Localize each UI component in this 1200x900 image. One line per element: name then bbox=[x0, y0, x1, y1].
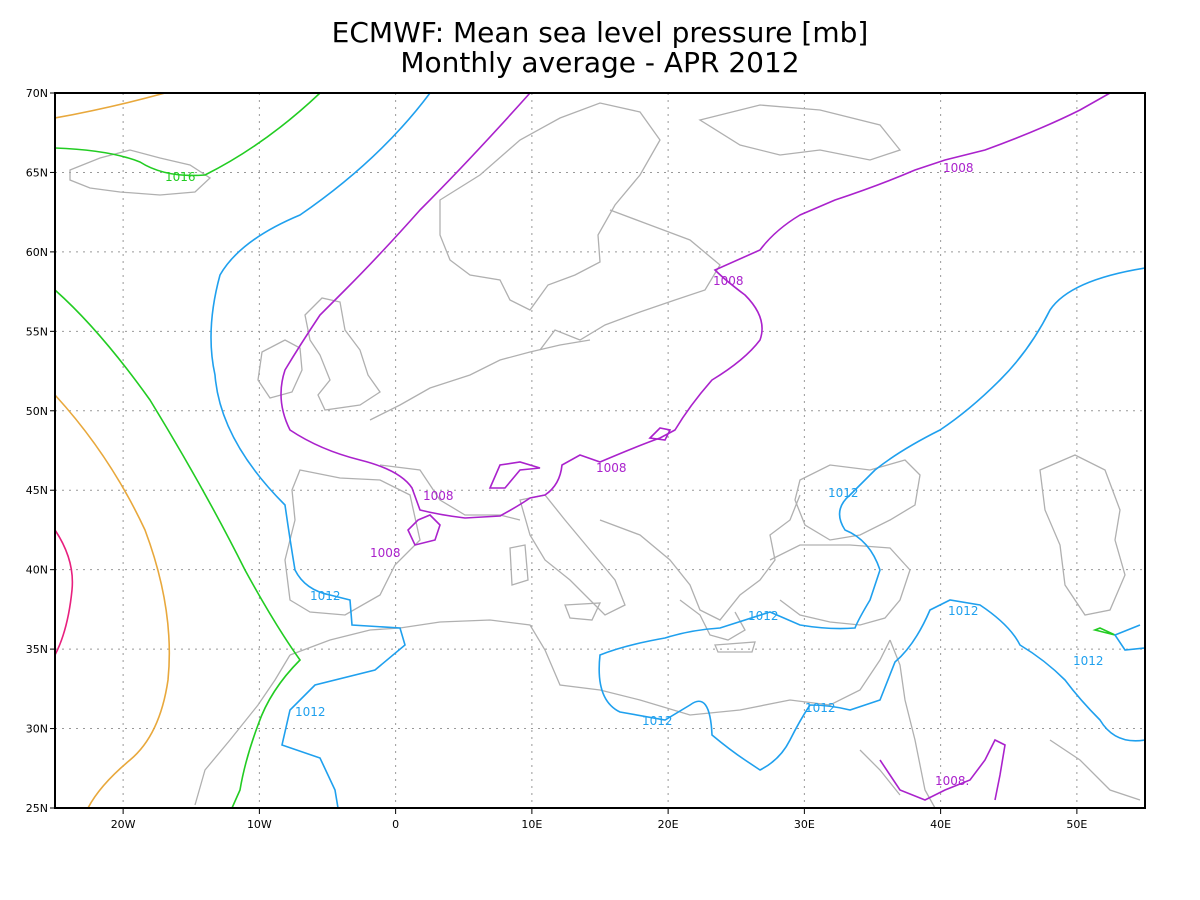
coastline-north-africa bbox=[289, 619, 891, 716]
lat-tick-label: 40N bbox=[26, 564, 48, 577]
contour-label: 1012 bbox=[310, 589, 341, 603]
lon-tick-label: 30E bbox=[794, 818, 815, 831]
isobar-1012 bbox=[210, 93, 1145, 808]
lon-tick-label: 40E bbox=[930, 818, 951, 831]
isobar-1020 bbox=[55, 93, 171, 808]
coastline-iceland bbox=[69, 149, 212, 196]
lat-tick-label: 60N bbox=[26, 246, 48, 259]
coastline-greece bbox=[679, 599, 746, 641]
isobar-1016 bbox=[55, 93, 1116, 808]
contour-label: 1008 bbox=[943, 161, 974, 175]
contour-label: 1008 bbox=[596, 461, 627, 475]
lon-tick-label: 20W bbox=[111, 818, 136, 831]
coastline-persian-gulf bbox=[1049, 739, 1141, 801]
coastline-balkans bbox=[599, 494, 801, 621]
contour-label: 1012 bbox=[828, 486, 859, 500]
coastline-sicily bbox=[564, 602, 602, 621]
lat-tick-label: 65N bbox=[26, 166, 48, 179]
contour-label: 1008 bbox=[370, 546, 401, 560]
coastline-italy bbox=[519, 494, 626, 616]
graticule bbox=[55, 93, 1145, 808]
lat-tick-label: 30N bbox=[26, 723, 48, 736]
coastline-great-britain bbox=[304, 297, 381, 411]
coastline-black-sea bbox=[794, 459, 921, 541]
lat-tick-label: 35N bbox=[26, 643, 48, 656]
lon-tick-label: 0 bbox=[392, 818, 399, 831]
contour-label: 1012 bbox=[948, 604, 979, 618]
contour-label: 1012 bbox=[1073, 654, 1104, 668]
contour-label: 1012 bbox=[295, 705, 326, 719]
map-frame bbox=[54, 92, 1146, 809]
isobar-1008 bbox=[280, 93, 1111, 801]
coastline-anatolia bbox=[769, 544, 911, 626]
lon-tick-label: 10E bbox=[521, 818, 542, 831]
lat-tick-label: 50N bbox=[26, 405, 48, 418]
coastline-kola bbox=[698, 104, 902, 161]
lat-tick-label: 25N bbox=[26, 802, 48, 815]
coastline-iberia bbox=[284, 469, 421, 616]
coastline-continent-north bbox=[369, 339, 591, 421]
coastline-scandinavia bbox=[439, 102, 661, 311]
map-subtitle: Monthly average - APR 2012 bbox=[400, 46, 800, 79]
contour-label: 1012 bbox=[642, 714, 673, 728]
contour-label: 1008 bbox=[423, 489, 454, 503]
lat-tick-label: 45N bbox=[26, 484, 48, 497]
map-title: ECMWF: Mean sea level pressure [mb] bbox=[331, 16, 869, 49]
lon-tick-label: 50E bbox=[1066, 818, 1087, 831]
coastline-crete bbox=[714, 641, 756, 653]
contour-labels: 1016 1008 1008 1008 1008 1008 1008. 1012… bbox=[165, 161, 1104, 788]
contour-label: 1012 bbox=[805, 701, 836, 715]
contour-label: 1016 bbox=[165, 170, 196, 184]
contour-label: 1008. bbox=[935, 774, 969, 788]
lon-tick-label: 10W bbox=[247, 818, 272, 831]
coastline-baltic bbox=[539, 209, 721, 351]
coastline-ireland bbox=[257, 339, 303, 399]
lat-tick-label: 70N bbox=[26, 87, 48, 100]
coastline-red-sea bbox=[859, 749, 901, 796]
coastline-morocco bbox=[194, 654, 291, 806]
coastline-caspian bbox=[1039, 454, 1126, 616]
coastline-france bbox=[379, 464, 521, 521]
latitude-axis: 70N 65N 60N 55N 50N 45N 40N 35N 30N 25N bbox=[26, 87, 55, 815]
lat-tick-label: 55N bbox=[26, 325, 48, 338]
longitude-axis: 20W 10W 0 10E 20E 30E 40E 50E bbox=[111, 808, 1087, 831]
coastlines bbox=[69, 102, 1141, 808]
coastline-sardinia bbox=[509, 544, 529, 586]
contour-label: 1012 bbox=[748, 609, 779, 623]
coastline-levant bbox=[889, 639, 936, 808]
isobar-1024 bbox=[55, 529, 74, 656]
lon-tick-label: 20E bbox=[658, 818, 679, 831]
contour-label: 1008 bbox=[713, 274, 744, 288]
